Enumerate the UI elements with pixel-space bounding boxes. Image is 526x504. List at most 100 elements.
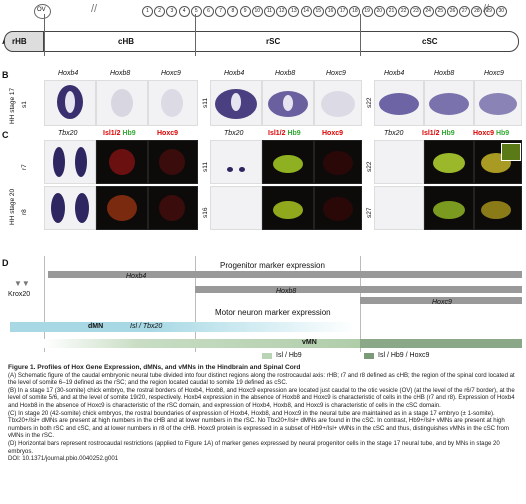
b-chb-row: s1 xyxy=(21,101,28,108)
c-chb-tbx20: Tbx20 xyxy=(58,130,78,137)
somite-5: 5 xyxy=(190,6,202,17)
otic-vesicle-label: OV xyxy=(37,7,46,13)
motor-title: Motor neuron marker expression xyxy=(215,308,331,317)
somite-14: 14 xyxy=(300,6,312,17)
c-rsc-row1: s11 xyxy=(202,162,209,172)
b-chb-hoxc9: Hoxc9 xyxy=(161,70,181,77)
dmn-label: dMN xyxy=(88,323,104,330)
somite-20: 20 xyxy=(373,6,385,17)
b-csc-hoxc9-image xyxy=(474,80,522,126)
b-chb-hoxc9-image xyxy=(148,80,198,126)
somite-17: 17 xyxy=(337,6,349,17)
c-rsc-isl-label: Isl1/2 xyxy=(268,130,286,137)
c-rsc-s11-hoxc9-image xyxy=(314,140,362,184)
caption-doi: DOI: 10.1371/journal.pbio.0040252.g001 xyxy=(8,455,119,463)
somite-24: 24 xyxy=(422,6,434,17)
hoxb4-label: Hoxb4 xyxy=(126,273,147,280)
c-chb-r7-hoxc9-image xyxy=(148,140,198,184)
b-csc-hoxb8-image xyxy=(424,80,474,126)
caption-para-d: (D) Horizontal bars represent rostrocaud… xyxy=(8,439,500,455)
somite-6: 6 xyxy=(203,6,214,17)
figure-caption: Figure 1. Profiles of Hox Gene Expressio… xyxy=(8,364,520,463)
b-chb-hoxb4: Hoxb4 xyxy=(58,70,79,77)
somite-22: 22 xyxy=(398,6,410,17)
c-csc-s27-hoxc9-image xyxy=(474,186,522,230)
c-chb-r8-hoxc9-image xyxy=(148,186,198,230)
c-chb-row1: r7 xyxy=(21,164,28,170)
c-chb-isl-label: Isl1/2 xyxy=(103,130,121,137)
somite-13: 13 xyxy=(288,6,300,17)
somite-16: 16 xyxy=(325,6,336,17)
somite-3: 3 xyxy=(166,6,178,17)
somite-26: 26 xyxy=(447,6,458,17)
c-chb-r7-isl-image xyxy=(96,140,148,184)
b-csc-hoxb8: Hoxb8 xyxy=(434,70,455,77)
c-rsc-s16-isl-image xyxy=(262,186,314,230)
d-divider-2 xyxy=(360,256,361,352)
somite-1: 1 xyxy=(142,6,153,17)
dmn-bar xyxy=(10,322,355,332)
hoxb8-bar xyxy=(195,286,522,293)
somite-18: 18 xyxy=(349,6,361,17)
b-csc-hoxb4: Hoxb4 xyxy=(384,70,405,77)
somite-29: 29 xyxy=(483,6,495,17)
somite-19: 19 xyxy=(361,6,373,17)
break-mark-1: // xyxy=(91,3,98,15)
c-rsc-tbx20: Tbx20 xyxy=(224,130,244,137)
c-rsc-s16-tbx20-image xyxy=(210,186,262,230)
somite-2: 2 xyxy=(154,6,166,17)
isl-tbx20-label: Isl / Tbx20 xyxy=(130,323,163,330)
c-csc-tbx20: Tbx20 xyxy=(384,130,404,137)
b-rsc-hoxb8-image xyxy=(262,80,314,126)
stage20-label: HH stage 20 xyxy=(9,188,16,225)
somite-8: 8 xyxy=(227,6,239,17)
progenitor-title: Progenitor marker expression xyxy=(220,261,325,270)
c-csc-s22-isl-image xyxy=(424,140,474,184)
somite-28: 28 xyxy=(471,6,483,17)
caption-para-a: (A) Schematic figure of the caudal embry… xyxy=(8,371,515,387)
break-mark-2: // xyxy=(483,3,490,15)
hoxb8-label: Hoxb8 xyxy=(276,288,297,295)
c-csc-hoxc9-hb9: Hoxc9 Hb9 xyxy=(473,130,509,137)
c-csc-s27-isl-image xyxy=(424,186,474,230)
krox20-label: Krox20 xyxy=(8,291,31,298)
c-chb-r7-tbx20-image xyxy=(44,140,96,184)
b-chb-hoxb8-image xyxy=(96,80,148,126)
c-rsc-s11-tbx20-image xyxy=(210,140,262,184)
panel-d-letter: D xyxy=(2,258,9,268)
b-chb-hoxb8: Hoxb8 xyxy=(110,70,131,77)
c-csc-row1: s22 xyxy=(366,161,373,172)
region-rsc: rSC xyxy=(266,37,281,46)
c-rsc-isl-hb9: Isl1/2 Hb9 xyxy=(268,130,301,137)
somite-25: 25 xyxy=(434,6,446,17)
region-chb: cHB xyxy=(118,37,135,46)
caption-title: Figure 1. Profiles of Hox Gene Expressio… xyxy=(8,364,301,371)
hoxc9-bar xyxy=(360,297,522,304)
c-csc-hoxc9-label: Hoxc9 xyxy=(473,130,495,137)
somite-4: 4 xyxy=(178,6,190,17)
b-rsc-hoxb4: Hoxb4 xyxy=(224,70,245,77)
somite-27: 27 xyxy=(459,6,471,17)
c-chb-hb9-label: Hb9 xyxy=(122,130,136,137)
d-divider-0 xyxy=(44,256,45,352)
c-csc-row2: s27 xyxy=(366,207,373,218)
legend-isl-hb9-hoxc9-swatch xyxy=(364,353,374,359)
c-chb-r8-isl-image xyxy=(96,186,148,230)
c-csc-isl-label: Isl1/2 xyxy=(422,130,440,137)
b-csc-hoxc9: Hoxc9 xyxy=(484,70,504,77)
vmn-hoxc9-bar xyxy=(360,339,522,348)
somite-15: 15 xyxy=(312,6,324,17)
c-chb-isl-hb9: Isl1/2 Hb9 xyxy=(103,130,136,137)
b-rsc-hoxc9-image xyxy=(314,80,362,126)
legend-isl-hb9-hoxc9-label: Isl / Hb9 / Hoxc9 xyxy=(378,352,430,359)
panel-b-letter: B xyxy=(2,70,9,80)
c-rsc-hb9-label: Hb9 xyxy=(287,130,301,137)
otic-vesicle: OV xyxy=(34,4,51,19)
stage17-label: HH stage 17 xyxy=(9,87,16,124)
b-csc-hoxb4-image xyxy=(374,80,424,126)
somite-30: 30 xyxy=(495,6,507,17)
hoxb4-bar xyxy=(48,271,522,278)
c-rsc-row2: s16 xyxy=(202,207,209,218)
d-divider-1 xyxy=(195,256,196,352)
region-csc: cSC xyxy=(422,37,438,46)
